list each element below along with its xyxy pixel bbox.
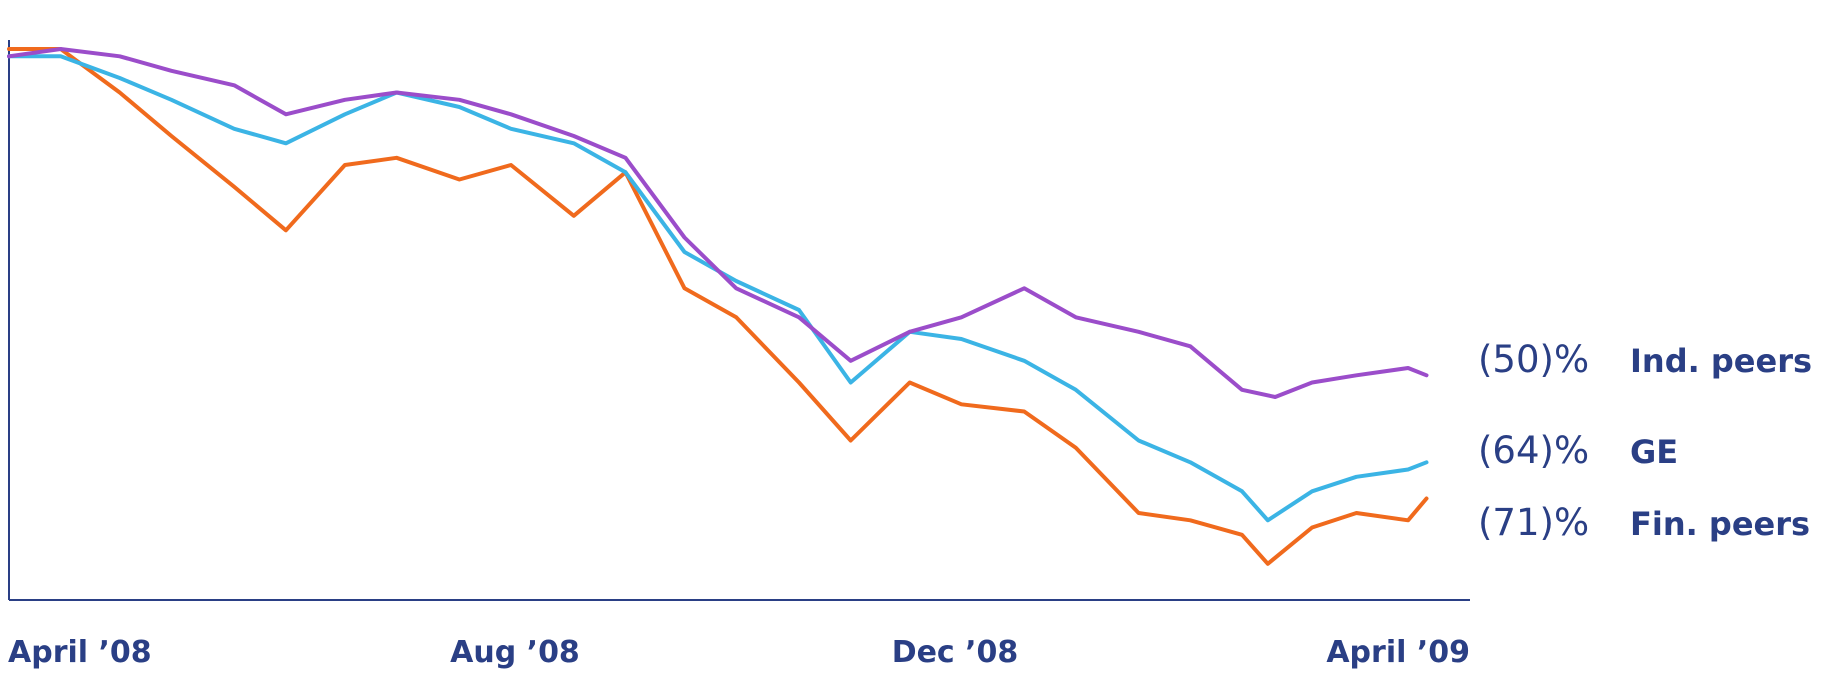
series-line-ge bbox=[7, 54, 1429, 523]
series-line-fin-peers bbox=[7, 47, 1429, 566]
x-tick-label: April ’08 bbox=[8, 635, 152, 670]
series-line-ind-peers bbox=[7, 47, 1429, 399]
end-value-label: (71)% bbox=[1478, 501, 1589, 544]
series-name-label: Ind. peers bbox=[1630, 342, 1812, 380]
x-tick-label: Dec ’08 bbox=[892, 635, 1019, 670]
end-value-label: (50)% bbox=[1478, 338, 1589, 381]
series-layer bbox=[7, 47, 1429, 566]
series-name-label: GE bbox=[1630, 433, 1678, 471]
x-tick-label: April ’09 bbox=[1326, 635, 1470, 670]
series-name-label: Fin. peers bbox=[1630, 505, 1810, 543]
end-value-label: (64)% bbox=[1478, 429, 1589, 472]
x-tick-label: Aug ’08 bbox=[450, 635, 580, 670]
